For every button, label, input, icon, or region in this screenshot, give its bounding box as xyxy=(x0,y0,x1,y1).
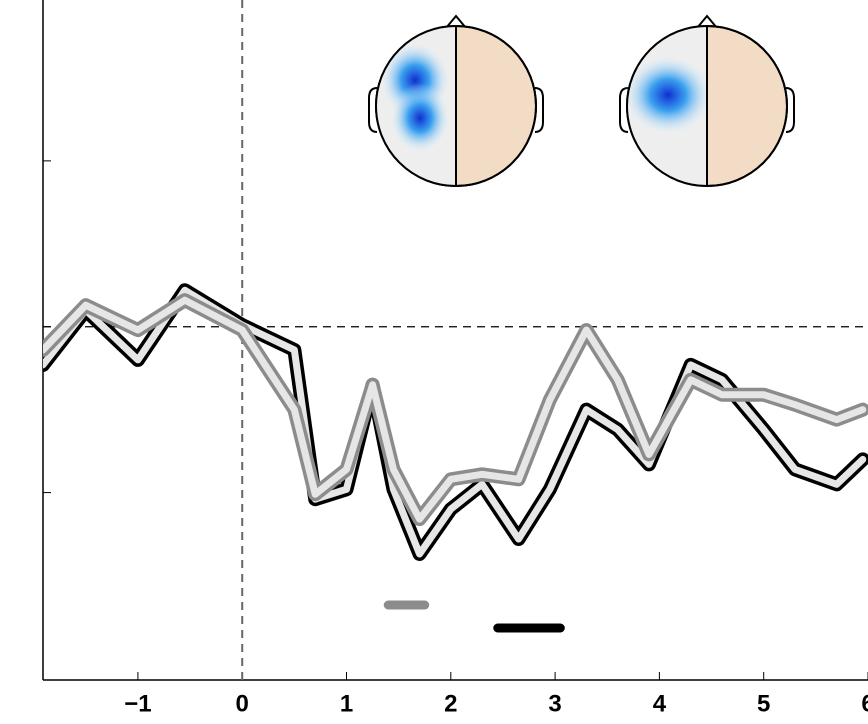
x-tick-label: 5 xyxy=(757,690,770,717)
series-line-core xyxy=(43,296,867,523)
x-tick-label: 2 xyxy=(444,690,457,717)
topomap xyxy=(619,14,795,187)
x-tick-label: 1 xyxy=(340,690,353,717)
plot-area xyxy=(43,283,868,561)
topomap xyxy=(368,14,544,187)
x-tick-label: −1 xyxy=(124,690,151,717)
x-tick-label: 0 xyxy=(236,690,249,717)
series-line xyxy=(43,283,868,561)
x-tick-label: 3 xyxy=(548,690,561,717)
x-tick-label: 6 xyxy=(861,690,868,717)
x-tick-label: 4 xyxy=(653,690,667,717)
